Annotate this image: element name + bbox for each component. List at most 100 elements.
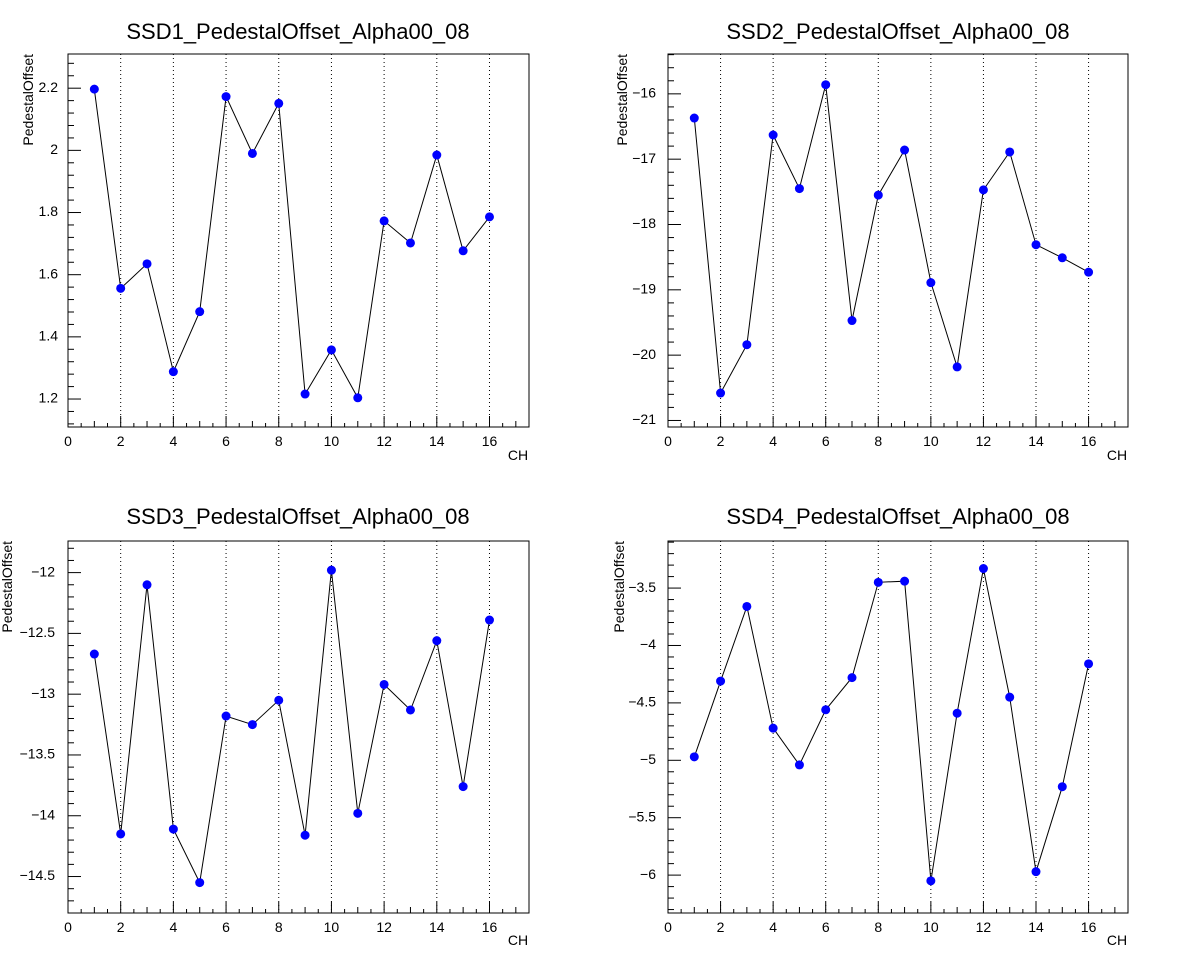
data-point — [794, 760, 804, 770]
x-tick-label: 16 — [1081, 919, 1097, 935]
y-tick-label: −4 — [640, 636, 656, 652]
data-point — [326, 345, 336, 355]
data-point — [952, 708, 962, 718]
data-point — [873, 190, 883, 200]
x-axis-title: CH — [1107, 932, 1127, 948]
data-point — [1031, 867, 1041, 877]
x-tick-label: 8 — [275, 433, 283, 449]
y-tick-label: 2 — [50, 141, 58, 157]
data-point — [768, 723, 778, 733]
chart-title: SSD3_PedestalOffset_Alpha00_08 — [126, 504, 469, 529]
data-point — [353, 393, 363, 403]
data-point — [458, 782, 468, 792]
data-point — [221, 92, 231, 102]
data-point — [821, 705, 831, 715]
data-point — [326, 565, 336, 575]
x-tick-label: 12 — [376, 919, 392, 935]
data-point — [1057, 782, 1067, 792]
x-tick-label: 16 — [482, 919, 498, 935]
chart-title: SSD4_PedestalOffset_Alpha00_08 — [726, 504, 1069, 529]
x-tick-label: 10 — [324, 919, 340, 935]
plot-frame — [667, 53, 1129, 428]
data-point — [926, 876, 936, 886]
y-axis-title: PedestalOffset — [0, 541, 15, 633]
data-point — [168, 367, 178, 377]
x-axis-title: CH — [508, 932, 528, 948]
x-tick-label: 16 — [482, 433, 498, 449]
x-tick-label: 6 — [222, 433, 230, 449]
y-axis-title: PedestalOffset — [614, 54, 630, 146]
x-tick-label: 14 — [429, 919, 445, 935]
plot-frame — [67, 540, 530, 914]
data-point — [432, 636, 442, 646]
data-point — [274, 98, 284, 108]
x-tick-label: 0 — [64, 919, 72, 935]
y-tick-label: 1.4 — [39, 328, 59, 344]
data-point — [247, 148, 257, 158]
x-tick-label: 12 — [976, 919, 992, 935]
data-point — [300, 389, 310, 399]
y-axis-title: PedestalOffset — [611, 541, 627, 633]
x-tick-label: 6 — [822, 433, 830, 449]
chart-panel-ssd4: SSD4_PedestalOffset_Alpha00_08 0 2 4 6 8 10 12 1… — [611, 504, 1129, 948]
x-tick-label: 8 — [275, 919, 283, 935]
chart-panel-ssd1: SSD1_PedestalOffset_Alpha00_08 0 2 4 6 8 10 12 1… — [20, 19, 530, 463]
data-point — [458, 246, 468, 256]
data-point — [821, 80, 831, 90]
x-tick-label: 6 — [222, 919, 230, 935]
x-axis-title: CH — [508, 447, 528, 463]
data-point — [978, 185, 988, 195]
y-tick-label: −13.5 — [20, 746, 56, 762]
x-tick-label: 14 — [1028, 919, 1044, 935]
x-tick-label: 2 — [717, 919, 725, 935]
data-point — [1031, 240, 1041, 250]
data-point — [274, 695, 284, 705]
y-tick-label: −19 — [632, 281, 656, 297]
data-point — [847, 673, 857, 683]
x-tick-label: 10 — [324, 433, 340, 449]
data-point — [847, 316, 857, 326]
data-point — [89, 649, 99, 659]
y-tick-label: −3.5 — [628, 579, 656, 595]
data-point — [195, 878, 205, 888]
data-point — [1084, 659, 1094, 669]
data-point — [978, 564, 988, 574]
data-point — [142, 580, 152, 590]
data-point — [794, 184, 804, 194]
x-axis-title: CH — [1107, 447, 1127, 463]
x-tick-label: 4 — [169, 433, 177, 449]
x-tick-label: 0 — [64, 433, 72, 449]
plot-frame — [667, 540, 1129, 914]
y-tick-label: −20 — [632, 346, 656, 362]
y-tick-label: −14.5 — [20, 867, 56, 883]
data-point — [768, 130, 778, 140]
data-point — [900, 145, 910, 155]
data-point — [1084, 267, 1094, 277]
data-point — [89, 84, 99, 94]
x-tick-label: 0 — [664, 919, 672, 935]
data-point — [405, 705, 415, 715]
y-tick-label: −5 — [640, 751, 656, 767]
data-point — [168, 824, 178, 834]
series-line — [693, 84, 1089, 395]
x-tick-label: 14 — [1028, 433, 1044, 449]
data-point — [195, 307, 205, 317]
y-tick-label: −16 — [632, 85, 656, 101]
data-point — [926, 278, 936, 288]
data-point — [1005, 692, 1015, 702]
data-point — [689, 752, 699, 762]
y-tick-label: −12.5 — [20, 624, 56, 640]
data-point — [300, 830, 310, 840]
chart-panel-ssd2: SSD2_PedestalOffset_Alpha00_08 0 2 4 6 8 10 12 1… — [614, 19, 1129, 463]
x-tick-label: 2 — [717, 433, 725, 449]
y-tick-label: −6 — [640, 866, 656, 882]
data-point — [742, 601, 752, 611]
x-tick-label: 12 — [376, 433, 392, 449]
data-point — [116, 829, 126, 839]
chart-panel-ssd3: SSD3_PedestalOffset_Alpha00_08 0 2 4 6 8 10 12 1… — [0, 504, 530, 948]
x-tick-label: 14 — [429, 433, 445, 449]
data-point — [221, 711, 231, 721]
data-point — [900, 576, 910, 586]
y-tick-label: −18 — [632, 215, 656, 231]
